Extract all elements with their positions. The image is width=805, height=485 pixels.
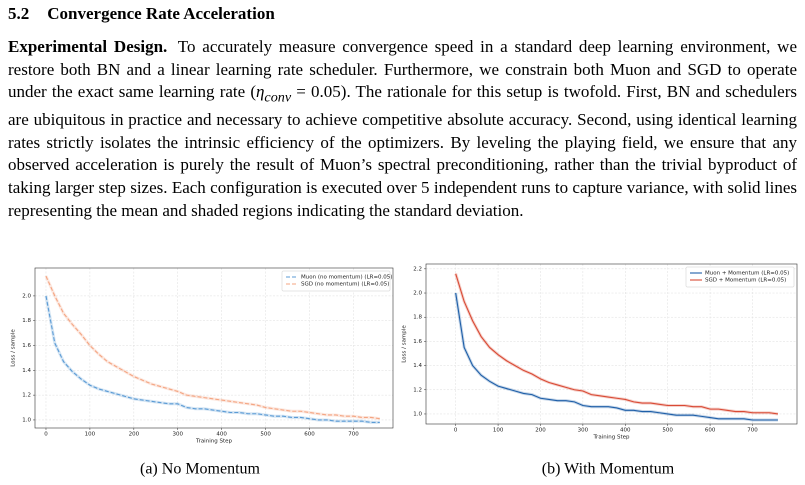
series-line: [455, 273, 778, 415]
x-tick-label: 500: [662, 428, 673, 434]
math-subscript: conv: [264, 89, 292, 106]
y-tick-label: 1.6: [413, 339, 422, 345]
y-axis-label: Loss / sample: [11, 329, 17, 367]
paragraph-text: To accurately measure convergence speed …: [8, 37, 797, 102]
plot-frame: [34, 267, 394, 429]
caption: (b) With Momentum: [542, 461, 675, 478]
section-number: 5.2: [8, 4, 30, 23]
y-tick-label: 1.2: [22, 393, 31, 399]
series-band: [454, 273, 779, 416]
x-tick-label: 0: [44, 432, 48, 438]
caption: (a) No Momentum: [140, 461, 261, 478]
figure: 1.0 1.2 1.4 1.6 1.8 2.0 0 100 200 300 400 500 600 700…: [11, 263, 798, 478]
x-tick-label: 700: [747, 428, 758, 434]
y-tick-label: 1.4: [413, 363, 422, 369]
legend-label: SGD (no momentum) (LR=0.05): [301, 282, 389, 288]
x-axis-label: Training Step: [593, 435, 630, 441]
x-tick-label: 600: [705, 428, 716, 434]
x-tick-label: 300: [578, 428, 589, 434]
series-band: [454, 292, 778, 422]
x-tick-label: 300: [173, 432, 184, 438]
y-tick-label: 2.0: [413, 291, 422, 297]
series-band: [44, 275, 381, 421]
legend-label: Muon (no momentum) (LR=0.05): [301, 275, 392, 281]
x-tick-label: 200: [129, 432, 140, 438]
paragraph-lead: Experimental Design.: [8, 37, 168, 56]
legend-box: [685, 266, 795, 288]
legend-label: Muon + Momentum (LR=0.05): [705, 271, 789, 277]
x-tick-label: 200: [535, 428, 546, 434]
x-tick-label: 400: [620, 428, 631, 434]
x-tick-label: 600: [304, 432, 315, 438]
y-tick-label: 1.8: [22, 318, 31, 324]
series-line: [45, 275, 380, 420]
y-tick-label: 2.2: [413, 266, 422, 272]
legend-label: SGD + Momentum (LR=0.05): [705, 278, 786, 284]
legend-box: [281, 270, 391, 292]
x-axis-label: Training Step: [195, 439, 232, 445]
x-tick-label: 500: [260, 432, 271, 438]
x-tick-label: 100: [85, 432, 96, 438]
x-tick-label: 700: [348, 432, 359, 438]
plot-frame: [425, 263, 798, 425]
y-tick-label: 1.4: [22, 368, 31, 374]
series-line: [455, 292, 778, 421]
y-tick-label: 1.8: [413, 315, 422, 321]
math-value: = 0.05: [291, 82, 341, 102]
y-tick-label: 1.0: [413, 411, 422, 417]
math-symbol: η: [255, 82, 265, 102]
y-axis-label: Loss / sample: [402, 325, 408, 363]
section-title: Convergence Rate Acceleration: [47, 4, 275, 23]
section-heading: 5.2 Convergence Rate Acceleration: [8, 4, 275, 24]
paragraph-text: ). The rationale for this setup is twofo…: [8, 82, 797, 220]
series-band: [44, 295, 380, 424]
x-tick-label: 400: [216, 432, 227, 438]
x-tick-label: 100: [493, 428, 504, 434]
series-line: [45, 295, 380, 423]
paragraph: Experimental Design. To accurately measu…: [8, 36, 797, 222]
x-tick-label: 0: [454, 428, 458, 434]
y-tick-label: 1.2: [413, 387, 422, 393]
y-tick-label: 1.6: [22, 343, 31, 349]
y-tick-label: 2.0: [22, 293, 31, 299]
y-tick-label: 1.0: [22, 417, 31, 423]
